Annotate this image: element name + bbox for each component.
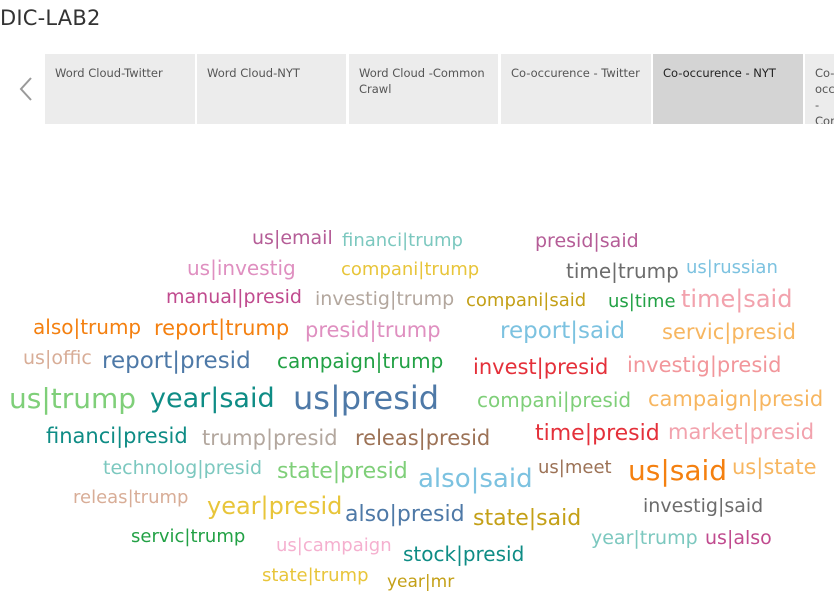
word-cloud-term[interactable]: compani|presid — [477, 388, 632, 412]
word-cloud-term[interactable]: trump|presid — [202, 426, 338, 450]
word-cloud-term[interactable]: stock|presid — [403, 542, 525, 566]
word-cloud-term[interactable]: presid|said — [535, 230, 639, 252]
word-cloud-term[interactable]: campaign|presid — [648, 387, 824, 411]
word-cloud-term[interactable]: also|presid — [345, 502, 465, 527]
word-cloud-term[interactable]: us|email — [252, 227, 333, 249]
word-cloud-term[interactable]: time|said — [681, 285, 793, 313]
tab-label: Co-occurence - Common Crawl — [815, 66, 834, 124]
word-cloud-term[interactable]: us|presid — [293, 379, 440, 417]
tab-co-occurence-nyt[interactable]: Co-occurence - NYT — [653, 54, 803, 124]
word-cloud-term[interactable]: us|campaign — [276, 535, 392, 556]
word-cloud-term[interactable]: releas|trump — [73, 487, 189, 508]
tab-co-occurence-common-crawl[interactable]: Co-occurence - Common Crawl — [805, 54, 834, 124]
tab-label: Word Cloud -Common Crawl — [359, 66, 485, 96]
word-cloud-term[interactable]: year|said — [150, 383, 275, 414]
word-cloud-term[interactable]: report|said — [500, 318, 626, 344]
word-cloud-term[interactable]: manual|presid — [166, 286, 302, 308]
dashboard-title: DIC-LAB2 — [0, 6, 101, 30]
word-cloud-term[interactable]: also|trump — [33, 315, 142, 339]
tab-word-cloud-twitter[interactable]: Word Cloud-Twitter — [45, 54, 195, 124]
word-cloud-term[interactable]: us|offic — [23, 347, 92, 369]
word-cloud-term[interactable]: us|russian — [686, 257, 778, 278]
word-cloud-term[interactable]: time|trump — [566, 259, 679, 283]
word-cloud-term[interactable]: financi|presid — [46, 424, 188, 448]
tab-co-occurence-twitter[interactable]: Co-occurence - Twitter — [501, 54, 651, 124]
tab-label: Co-occurence - NYT — [663, 66, 776, 80]
word-cloud-term[interactable]: financi|trump — [342, 230, 463, 251]
word-cloud-term[interactable]: investig|presid — [627, 353, 782, 377]
tab-label: Co-occurence - Twitter — [511, 66, 640, 80]
word-cloud-term[interactable]: state|said — [473, 506, 582, 531]
word-cloud-term[interactable]: us|trump — [9, 382, 137, 415]
word-cloud-term[interactable]: investig|trump — [315, 288, 455, 310]
word-cloud-term[interactable]: releas|presid — [355, 426, 491, 450]
word-cloud-term[interactable]: state|trump — [262, 565, 369, 586]
tab-word-cloud-common-crawl[interactable]: Word Cloud -Common Crawl — [349, 54, 498, 124]
chevron-left-icon — [19, 77, 32, 101]
word-cloud-term[interactable]: us|state — [732, 455, 817, 479]
tab-bar: Word Cloud-Twitter Word Cloud-NYT Word C… — [0, 54, 834, 124]
tab-word-cloud-nyt[interactable]: Word Cloud-NYT — [197, 54, 346, 124]
word-cloud-term[interactable]: report|presid — [102, 348, 251, 374]
word-cloud-term[interactable]: presid|trump — [305, 318, 441, 342]
word-cloud-term[interactable]: year|mr — [387, 572, 455, 592]
word-cloud-term[interactable]: compani|said — [466, 290, 587, 311]
word-cloud-term[interactable]: compani|trump — [341, 259, 480, 280]
word-cloud-term[interactable]: servic|presid — [662, 320, 796, 344]
tab-label: Word Cloud-Twitter — [55, 66, 163, 80]
word-cloud-term[interactable]: us|meet — [538, 457, 612, 478]
word-cloud-term[interactable]: state|presid — [277, 459, 408, 484]
word-cloud-term[interactable]: servic|trump — [131, 526, 246, 547]
word-cloud-term[interactable]: technolog|presid — [103, 457, 263, 479]
word-cloud-term[interactable]: invest|presid — [473, 355, 609, 379]
word-cloud-term[interactable]: us|investig — [187, 256, 296, 280]
word-cloud-term[interactable]: year|trump — [591, 527, 698, 549]
word-cloud-term[interactable]: time|presid — [535, 421, 660, 446]
word-cloud-term[interactable]: market|presid — [668, 420, 815, 444]
word-cloud-term[interactable]: investig|said — [643, 495, 764, 517]
tab-scroll-left-button[interactable] — [12, 72, 40, 106]
tab-label: Word Cloud-NYT — [207, 66, 300, 80]
word-cloud-term[interactable]: us|time — [608, 291, 676, 312]
word-cloud-term[interactable]: year|presid — [207, 492, 343, 520]
word-cloud-term[interactable]: report|trump — [154, 316, 290, 340]
word-cloud-term[interactable]: campaign|trump — [277, 349, 444, 373]
word-cloud-term[interactable]: us|also — [705, 527, 772, 549]
word-cloud-term[interactable]: us|said — [628, 454, 728, 487]
word-cloud-term[interactable]: also|said — [418, 464, 533, 494]
